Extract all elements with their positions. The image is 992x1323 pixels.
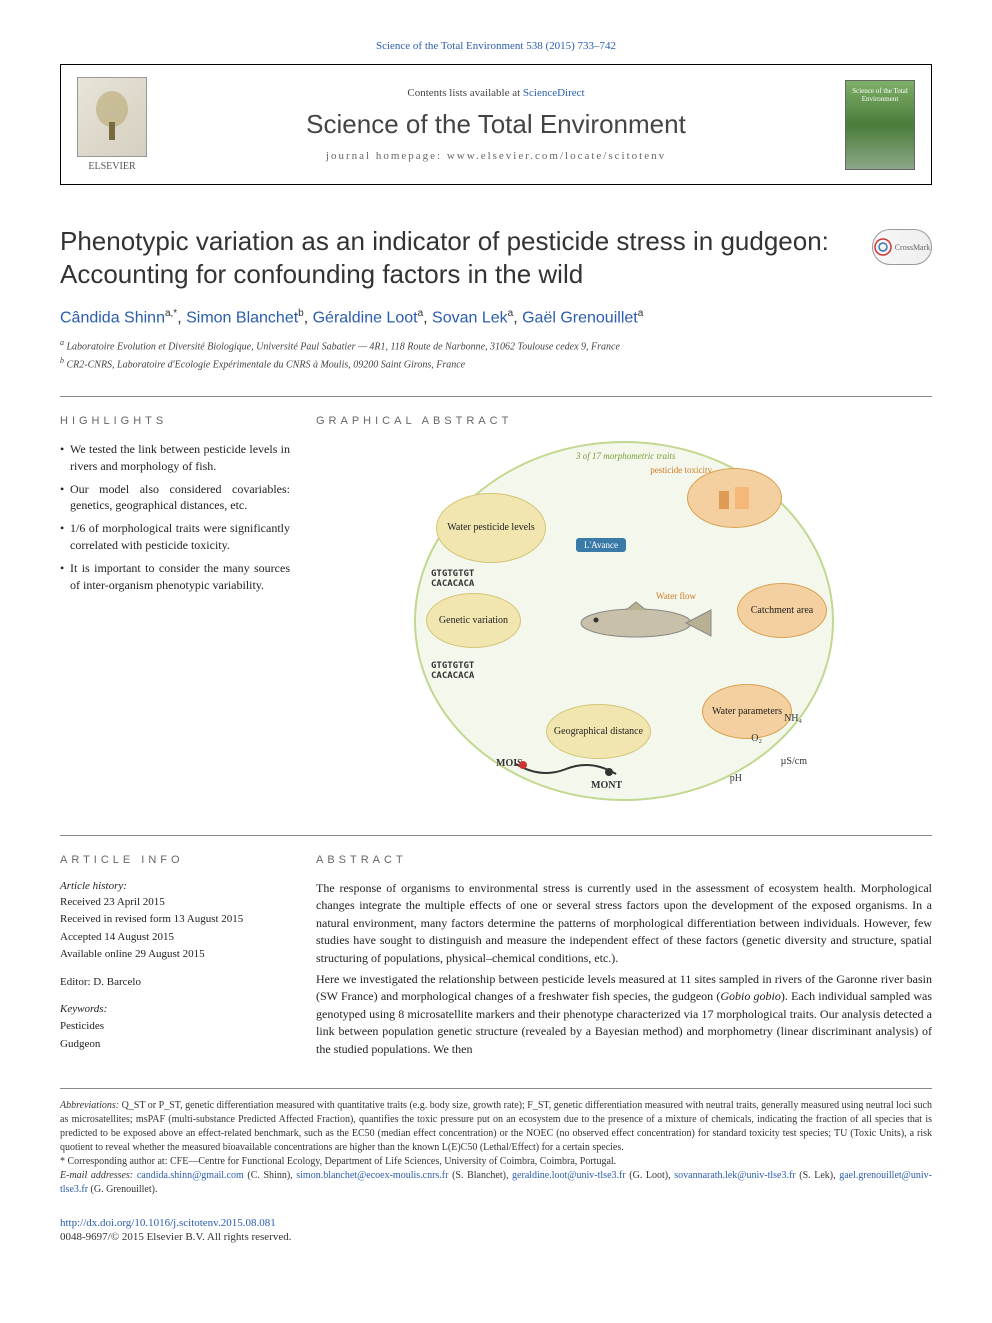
doi-link[interactable]: http://dx.doi.org/10.1016/j.scitotenv.20… bbox=[60, 1217, 276, 1229]
author-link[interactable]: Gaël Grenouillet bbox=[522, 309, 638, 326]
article-title: Phenotypic variation as an indicator of … bbox=[60, 225, 872, 290]
keyword: Gudgeon bbox=[60, 1037, 290, 1052]
journal-homepage[interactable]: journal homepage: www.elsevier.com/locat… bbox=[167, 150, 825, 162]
bubble-genetic: Genetic variation bbox=[426, 593, 521, 648]
highlights-section: HIGHLIGHTS We tested the link between pe… bbox=[60, 415, 290, 811]
email-addresses: E-mail addresses: candida.shinn@gmail.co… bbox=[60, 1169, 932, 1197]
citation-link[interactable]: Science of the Total Environment 538 (20… bbox=[60, 40, 932, 52]
keywords-head: Keywords: bbox=[60, 1002, 290, 1017]
journal-cover-thumbnail: Science of the Total Environment bbox=[845, 80, 915, 170]
corresponding-author: * Corresponding author at: CFE—Centre fo… bbox=[60, 1155, 932, 1169]
divider bbox=[60, 835, 932, 836]
bubble-catchment: Catchment area bbox=[737, 583, 827, 638]
email-link[interactable]: candida.shinn@gmail.com bbox=[137, 1170, 244, 1181]
highlight-item: We tested the link between pesticide lev… bbox=[60, 441, 290, 475]
divider bbox=[60, 396, 932, 397]
author-list: Cândida Shinna,*, Simon Blanchetb, Géral… bbox=[60, 308, 932, 327]
author-link[interactable]: Sovan Lek bbox=[432, 309, 508, 326]
copyright: 0048-9697/© 2015 Elsevier B.V. All right… bbox=[60, 1231, 932, 1243]
online-date: Available online 29 August 2015 bbox=[60, 947, 290, 962]
abstract-section: ABSTRACT The response of organisms to en… bbox=[316, 854, 932, 1062]
article-history-head: Article history: bbox=[60, 880, 290, 892]
publisher-name: ELSEVIER bbox=[77, 161, 147, 172]
abbreviations-text: Q_ST or P_ST, genetic differentiation me… bbox=[60, 1100, 932, 1153]
footnotes: Abbreviations: Q_ST or P_ST, genetic dif… bbox=[60, 1088, 932, 1197]
keyword: Pesticides bbox=[60, 1019, 290, 1034]
email-link[interactable]: sovannarath.lek@univ-tlse3.fr bbox=[674, 1170, 795, 1181]
graphical-abstract-section: GRAPHICAL ABSTRACT 3 of 17 morphometric … bbox=[316, 415, 932, 811]
accepted-date: Accepted 14 August 2015 bbox=[60, 930, 290, 945]
journal-header: ELSEVIER Contents lists available at Sci… bbox=[60, 64, 932, 185]
abstract-paragraph: Here we investigated the relationship be… bbox=[316, 971, 932, 1058]
bubble-geographical: Geographical distance bbox=[546, 704, 651, 759]
author-link[interactable]: Géraldine Loot bbox=[313, 309, 418, 326]
abstract-heading: ABSTRACT bbox=[316, 854, 932, 866]
article-info-section: ARTICLE INFO Article history: Received 2… bbox=[60, 854, 290, 1062]
email-link[interactable]: geraldine.loot@univ-tlse3.fr bbox=[512, 1170, 626, 1181]
affiliations: a Laboratoire Evolution et Diversité Bio… bbox=[60, 337, 932, 372]
publisher-logo-block: ELSEVIER bbox=[77, 77, 147, 172]
fish-icon bbox=[566, 598, 716, 648]
article-info-heading: ARTICLE INFO bbox=[60, 854, 290, 866]
graphical-abstract-figure: 3 of 17 morphometric traits pesticide to… bbox=[384, 441, 864, 811]
highlights-heading: HIGHLIGHTS bbox=[60, 415, 290, 427]
bubble-water-params: Water parameters bbox=[702, 684, 792, 739]
crossmark-badge[interactable]: CrossMark bbox=[872, 229, 932, 265]
received-date: Received 23 April 2015 bbox=[60, 895, 290, 910]
highlight-item: Our model also considered covariables: g… bbox=[60, 481, 290, 515]
email-link[interactable]: simon.blanchet@ecoex-moulis.cnrs.fr bbox=[296, 1170, 448, 1181]
doi: http://dx.doi.org/10.1016/j.scitotenv.20… bbox=[60, 1217, 932, 1229]
contents-available: Contents lists available at ScienceDirec… bbox=[167, 87, 825, 99]
highlight-item: 1/6 of morphological traits were signifi… bbox=[60, 520, 290, 554]
sciencedirect-link[interactable]: ScienceDirect bbox=[523, 87, 585, 99]
abstract-paragraph: The response of organisms to environment… bbox=[316, 880, 932, 967]
revised-date: Received in revised form 13 August 2015 bbox=[60, 912, 290, 927]
graphical-abstract-heading: GRAPHICAL ABSTRACT bbox=[316, 415, 932, 427]
elsevier-tree-icon bbox=[77, 77, 147, 157]
author-link[interactable]: Simon Blanchet bbox=[186, 309, 298, 326]
editor: Editor: D. Barcelo bbox=[60, 975, 290, 990]
author-link[interactable]: Cândida Shinn bbox=[60, 309, 165, 326]
bubble-pesticide-toxicity bbox=[687, 468, 782, 528]
journal-name: Science of the Total Environment bbox=[167, 109, 825, 140]
bubble-water-pesticide: Water pesticide levels bbox=[436, 493, 546, 563]
highlight-item: It is important to consider the many sou… bbox=[60, 560, 290, 594]
